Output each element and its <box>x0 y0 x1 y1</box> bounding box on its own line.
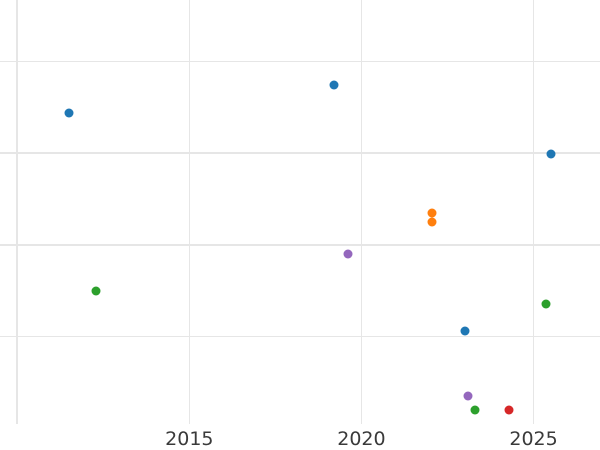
vertical-gridline <box>360 0 363 424</box>
x-tick-label: 2015 <box>165 428 214 450</box>
vertical-gridline <box>16 0 18 424</box>
scatter-point-blue <box>460 326 470 336</box>
horizontal-gridline <box>0 335 600 338</box>
scatter-point-purple <box>463 391 473 401</box>
scatter-point-blue <box>329 80 339 90</box>
vertical-gridline <box>532 0 535 424</box>
scatter-point-orange <box>427 208 437 218</box>
x-tick-label: 2025 <box>509 428 558 450</box>
scatter-point-green <box>470 405 480 415</box>
vertical-gridline <box>188 0 191 424</box>
scatter-point-blue <box>64 108 74 118</box>
x-tick-label: 2020 <box>337 428 386 450</box>
scatter-point-blue <box>546 149 556 159</box>
horizontal-gridline <box>0 152 600 154</box>
scatter-point-red <box>504 405 514 415</box>
scatter-point-orange <box>427 217 437 227</box>
scatter-point-green <box>91 286 101 296</box>
horizontal-gridline <box>0 244 600 246</box>
scatter-point-green <box>541 299 551 309</box>
horizontal-gridline <box>0 60 600 63</box>
scatter-point-purple <box>343 249 353 259</box>
